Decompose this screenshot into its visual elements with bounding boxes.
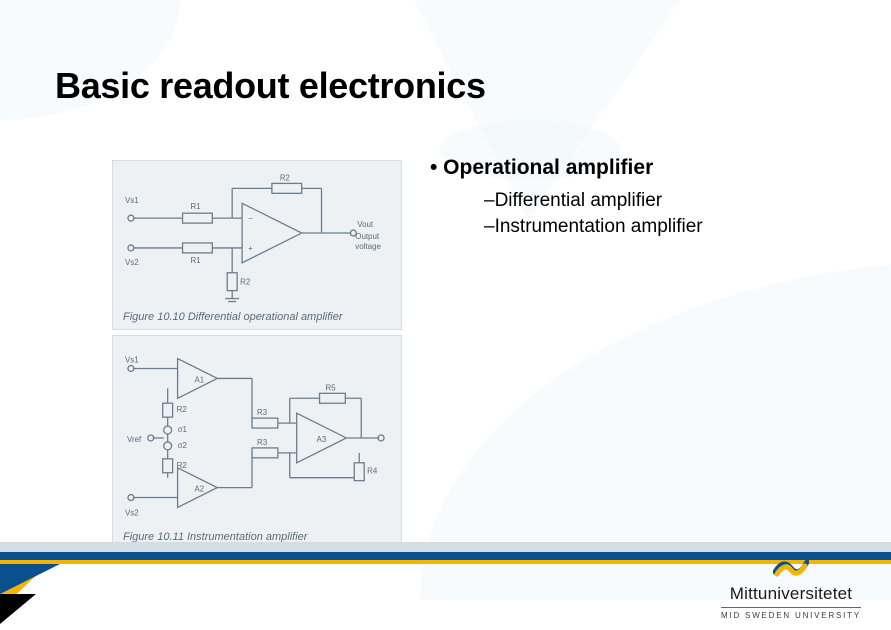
minus-label: − [248,214,253,223]
bullet-main: • Operational amplifier [430,156,703,180]
vs2-label: Vs2 [125,258,139,267]
bullet-sub-2: –Instrumentation amplifier [484,214,703,240]
schematic-differential: − + Vs1 Vs2 R1 R [123,171,391,305]
vout-label: Vout [357,220,374,229]
band-taper-blue [0,564,60,594]
logo-name: Mittuniversitetet [721,584,861,604]
vs1-label: Vs1 [125,196,139,205]
voltage-label: voltage [355,242,381,251]
plus-label: + [248,244,253,253]
r1a-label: R1 [190,202,201,211]
sg1-label: σ1 [178,425,188,434]
vs2-label2: Vs2 [125,508,139,517]
a2-label: A2 [194,485,204,494]
output-label: Output [355,232,380,241]
slide: Basic readout electronics • Operational … [0,0,891,630]
logo-mark-icon [773,552,809,580]
r3a-label: R3 [257,408,268,417]
r1b-label: R1 [190,256,201,265]
vs1-label2: Vs1 [125,356,139,365]
page-title: Basic readout electronics [55,65,486,107]
bullet-list: • Operational amplifier –Differential am… [430,156,703,239]
university-logo: Mittuniversitetet MID SWEDEN UNIVERSITY [721,552,861,620]
bullet-sub-1: –Differential amplifier [484,188,703,214]
r2b-label: R2 [240,278,251,287]
a3-label: A3 [317,435,327,444]
figure-caption-1: Figure 10.10 Differential operational am… [123,311,343,323]
band-gray [0,542,891,552]
r4-label: R4 [367,467,378,476]
a1-label: A1 [194,375,204,384]
figure-differential-opamp: − + Vs1 Vs2 R1 R [112,160,402,330]
vref-label: Vref [127,435,142,444]
footer: Mittuniversitetet MID SWEDEN UNIVERSITY [0,542,891,630]
figure-instrumentation-amp: A1 A2 A3 [112,335,402,550]
r5-label: R5 [325,383,336,392]
r2b-label2: R2 [177,461,188,470]
logo-subtitle: MID SWEDEN UNIVERSITY [721,607,861,620]
r3b-label: R3 [257,438,268,447]
r2a-label2: R2 [177,405,188,414]
sg2-label: σ2 [178,441,188,450]
band-taper-black [0,594,36,624]
schematic-instrumentation: A1 A2 A3 [123,346,391,525]
r2a-label: R2 [280,173,291,182]
